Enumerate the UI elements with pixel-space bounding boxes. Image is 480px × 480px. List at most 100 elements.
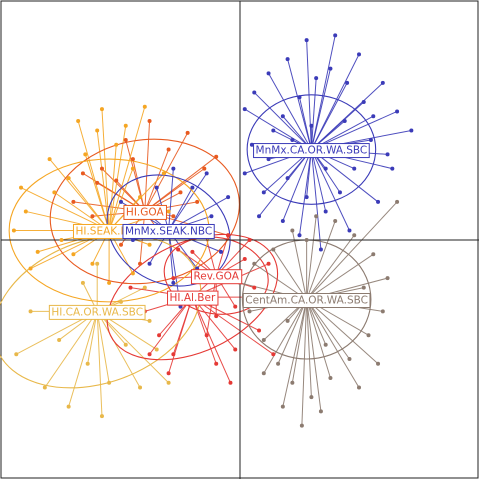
point-rev-goa [176, 247, 181, 252]
segment-hi-seak-nbc [108, 106, 146, 231]
point-hi-seak-nbc [114, 142, 119, 147]
point-rev-goa [252, 285, 257, 290]
point-mnmx-seak-nbc [226, 195, 231, 200]
point-mnmx-ca-or-wa-sbc [345, 80, 350, 85]
point-hi-seak-nbc [19, 185, 24, 190]
point-centam-ca-or-wa-sbc [261, 371, 266, 376]
ellipse-mnmx-seak-nbc [106, 174, 231, 287]
point-hi-ca-or-wa-sbc [123, 342, 128, 347]
segment-centam-ca-or-wa-sbc [263, 299, 308, 374]
point-hi-goa [185, 130, 190, 135]
point-hi-ca-or-wa-sbc [42, 385, 47, 390]
point-mnmx-ca-or-wa-sbc [285, 176, 290, 181]
point-hi-seak-nbc [147, 242, 152, 247]
point-centam-ca-or-wa-sbc [271, 247, 276, 252]
point-centam-ca-or-wa-sbc [309, 395, 314, 400]
segment-mnmx-ca-or-wa-sbc [310, 54, 360, 150]
ellipse-mnmx-ca-or-wa-sbc [246, 94, 377, 205]
point-hi-seak-nbc [52, 190, 57, 195]
segment-centam-ca-or-wa-sbc [301, 299, 308, 426]
label-hi-ca-or-wa-sbc: HI.CA.OR.WA.SBC [48, 304, 146, 320]
point-centam-ca-or-wa-sbc [290, 380, 295, 385]
point-mnmx-ca-or-wa-sbc [304, 195, 309, 200]
point-hi-seak-nbc [47, 157, 52, 162]
point-hi-ca-or-wa-sbc [80, 280, 85, 285]
point-hi-goa [90, 214, 95, 219]
ellipse-rev-goa [163, 236, 269, 315]
point-mnmx-ca-or-wa-sbc [333, 33, 338, 38]
point-hi-seak-nbc [161, 171, 166, 176]
segment-mnmx-ca-or-wa-sbc [311, 82, 384, 150]
label-text: MnMx.SEAK.NBC [125, 225, 212, 237]
label-centam-ca-or-wa-sbc: CentAm.CA.OR.WA.SBC [242, 293, 371, 308]
point-mnmx-ca-or-wa-sbc [371, 114, 376, 119]
point-hi-goa [119, 242, 123, 247]
point-mnmx-ca-or-wa-sbc [376, 199, 381, 204]
segment-hi-al-ber [191, 296, 231, 384]
point-hi-seak-nbc [90, 261, 95, 266]
segment-centam-ca-or-wa-sbc [306, 299, 360, 388]
point-hi-seak-nbc [95, 128, 100, 133]
point-hi-goa [171, 214, 176, 219]
point-centam-ca-or-wa-sbc [352, 233, 357, 238]
point-mnmx-seak-nbc [171, 166, 176, 171]
point-hi-seak-nbc [138, 195, 143, 200]
point-hi-goa [114, 178, 119, 183]
point-mnmx-seak-nbc [171, 280, 176, 285]
point-mnmx-ca-or-wa-sbc [328, 66, 333, 71]
point-mnmx-ca-or-wa-sbc [252, 90, 257, 95]
label-box [190, 269, 243, 285]
segment-mnmx-seak-nbc [168, 173, 208, 231]
label-box [123, 204, 167, 220]
segment-centam-ca-or-wa-sbc [306, 299, 312, 398]
point-mnmx-ca-or-wa-sbc [314, 76, 319, 81]
segment-centam-ca-or-wa-sbc [277, 299, 308, 364]
point-centam-ca-or-wa-sbc [357, 385, 361, 390]
segment-hi-ca-or-wa-sbc [68, 311, 98, 407]
point-mnmx-ca-or-wa-sbc [266, 71, 271, 76]
point-mnmx-ca-or-wa-sbc [304, 38, 309, 43]
point-mnmx-ca-or-wa-sbc [285, 57, 290, 62]
point-mnmx-seak-nbc [218, 249, 223, 254]
ellipse-hi-goa [49, 138, 240, 285]
point-mnmx-ca-or-wa-sbc [347, 228, 352, 233]
point-centam-ca-or-wa-sbc [261, 337, 266, 342]
segment-mnmx-ca-or-wa-sbc [299, 149, 312, 236]
segment-hi-seak-nbc [49, 158, 110, 231]
label-text: HI.CA.OR.WA.SBC [51, 306, 143, 318]
point-mnmx-seak-nbc [178, 304, 183, 309]
segment-hi-goa [144, 120, 151, 212]
point-mnmx-ca-or-wa-sbc [323, 166, 328, 171]
segment-hi-ca-or-wa-sbc [87, 311, 98, 364]
point-mnmx-seak-nbc [209, 214, 214, 219]
point-hi-goa [178, 190, 183, 195]
point-hi-ca-or-wa-sbc [119, 299, 123, 304]
point-hi-ca-or-wa-sbc [95, 261, 100, 266]
point-mnmx-seak-nbc [147, 261, 152, 266]
point-hi-al-ber [157, 333, 162, 338]
point-rev-goa [214, 314, 219, 319]
label-text: HI.GOA [126, 206, 165, 218]
label-hi-al-ber: HI.Al.Ber [167, 290, 219, 306]
segment-hi-ca-or-wa-sbc [96, 311, 141, 388]
segment-centam-ca-or-wa-sbc [282, 299, 308, 407]
segment-mnmx-ca-or-wa-sbc [310, 149, 327, 212]
point-centam-ca-or-wa-sbc [299, 423, 304, 428]
point-centam-ca-or-wa-sbc [318, 409, 323, 414]
point-centam-ca-or-wa-sbc [280, 404, 285, 409]
point-hi-goa [202, 166, 207, 171]
point-mnmx-ca-or-wa-sbc [395, 109, 400, 114]
point-centam-ca-or-wa-sbc [285, 318, 290, 323]
point-mnmx-ca-or-wa-sbc [342, 119, 347, 123]
segment-hi-seak-nbc [77, 120, 110, 231]
point-rev-goa [171, 276, 176, 281]
point-hi-goa [166, 147, 171, 152]
point-rev-goa [247, 238, 252, 242]
segment-mnmx-ca-or-wa-sbc [311, 149, 379, 203]
point-mnmx-ca-or-wa-sbc [380, 80, 385, 85]
segment-mnmx-ca-or-wa-sbc [310, 78, 317, 150]
segment-hi-al-ber [192, 296, 274, 355]
label-mnmx-seak-nbc: MnMx.SEAK.NBC [122, 223, 215, 239]
point-hi-ca-or-wa-sbc [57, 337, 62, 342]
